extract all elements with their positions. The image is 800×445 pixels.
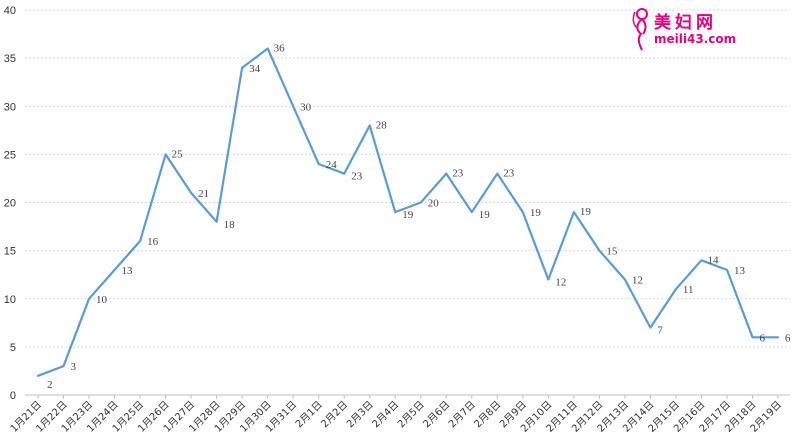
- data-label: 21: [198, 188, 209, 200]
- x-tick-label: 2月6日: [421, 399, 453, 431]
- data-labels: 2310131625211834363024232819202319231912…: [47, 43, 791, 391]
- y-tick-label: 40: [4, 5, 16, 17]
- woman-silhouette-logo-icon: [632, 8, 648, 51]
- x-tick-label: 2月7日: [446, 399, 478, 431]
- data-label: 24: [326, 159, 338, 171]
- data-label: 12: [555, 277, 566, 289]
- data-label: 3: [71, 361, 77, 373]
- x-tick-label: 2月3日: [344, 399, 376, 431]
- grid-lines: [25, 9, 790, 396]
- y-tick-label: 5: [10, 342, 16, 354]
- data-label: 10: [96, 294, 108, 306]
- data-label: 25: [172, 148, 184, 160]
- watermark-title: 美妇网: [654, 13, 717, 33]
- data-label: 16: [147, 236, 159, 248]
- data-label: 6: [785, 332, 791, 344]
- data-label: 13: [122, 265, 134, 277]
- data-label: 34: [249, 63, 261, 75]
- data-label: 30: [300, 101, 312, 113]
- x-tick-label: 2月4日: [370, 399, 402, 431]
- x-axis-ticks: 1月21日1月22日1月23日1月24日1月25日1月26日1月27日1月28日…: [8, 395, 784, 435]
- data-label: 14: [707, 254, 719, 266]
- data-label: 19: [479, 209, 491, 221]
- x-tick-label: 2月1日: [293, 399, 325, 431]
- data-label: 23: [503, 168, 514, 180]
- data-label: 12: [632, 275, 643, 287]
- series-line: [36, 47, 780, 377]
- data-label: 28: [376, 120, 388, 132]
- y-tick-label: 15: [4, 246, 16, 258]
- y-tick-label: 35: [4, 53, 16, 65]
- series: [36, 47, 780, 377]
- y-tick-label: 0: [10, 390, 16, 402]
- data-label: 2: [47, 379, 53, 391]
- data-label: 23: [351, 171, 363, 183]
- x-tick-label: 2月2日: [319, 399, 351, 431]
- data-label: 18: [224, 219, 236, 231]
- x-tick-label: 2月8日: [472, 399, 504, 431]
- data-label: 19: [530, 207, 542, 219]
- data-label: 19: [580, 206, 592, 218]
- data-label: 15: [606, 246, 618, 258]
- data-label: 7: [657, 325, 663, 337]
- y-tick-label: 20: [4, 198, 16, 210]
- watermark-url: meili43.com: [654, 32, 737, 46]
- data-label: 20: [428, 198, 440, 210]
- watermark: 美妇网 meili43.com: [628, 6, 778, 52]
- y-tick-label: 30: [4, 101, 16, 113]
- y-axis-ticks: 0 5 10 15 20 25 30 35 40: [4, 5, 16, 402]
- data-label: 23: [452, 168, 464, 180]
- data-label: 19: [402, 209, 414, 221]
- data-label: 11: [683, 284, 694, 296]
- data-label: 36: [274, 43, 286, 55]
- x-tick-label: 2月5日: [395, 399, 427, 431]
- data-label: 6: [759, 332, 765, 344]
- y-tick-label: 25: [4, 149, 16, 161]
- data-label: 13: [734, 265, 746, 277]
- y-tick-label: 10: [4, 294, 16, 306]
